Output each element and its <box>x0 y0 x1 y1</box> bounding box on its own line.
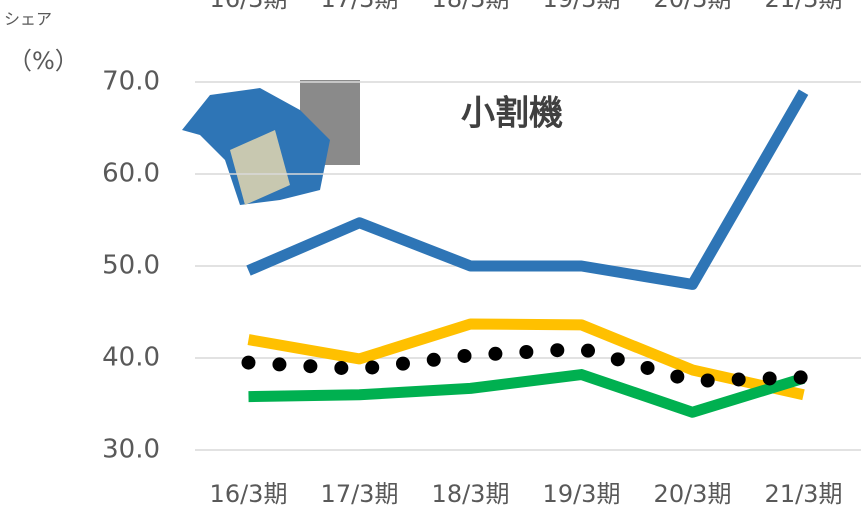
x-tick-label: 20/3期 <box>654 480 732 508</box>
x-tick-label: 19/3期 <box>543 480 621 508</box>
y-tick-label: 70.0 <box>102 67 160 97</box>
series-line <box>246 89 809 290</box>
machine-illustration <box>182 80 360 205</box>
y-axis-label: シェア <box>4 10 52 29</box>
x-tick-label-top: 20/3期 <box>654 0 732 13</box>
x-tick-label-top: 19/3期 <box>543 0 621 13</box>
y-tick-label: 50.0 <box>102 251 160 281</box>
annotation: 小割機 <box>461 94 563 134</box>
x-tick-label: 16/3期 <box>210 480 288 508</box>
series-line <box>248 369 806 418</box>
x-tick-label-top: 17/3期 <box>321 0 399 13</box>
series-line <box>241 341 811 388</box>
x-tick-label-top: 16/3期 <box>210 0 288 13</box>
x-tick-label: 18/3期 <box>432 480 510 508</box>
y-tick-label: 30.0 <box>102 435 160 465</box>
x-tick-label-top: 18/3期 <box>432 0 510 13</box>
x-tick-label: 21/3期 <box>765 480 843 508</box>
y-tick-label: 40.0 <box>102 343 160 373</box>
series-line <box>247 318 805 401</box>
y-tick-label: 60.0 <box>102 159 160 189</box>
x-tick-label-top: 21/3期 <box>765 0 843 13</box>
x-tick-label: 17/3期 <box>321 480 399 508</box>
y-axis-unit: （%） <box>8 47 79 75</box>
